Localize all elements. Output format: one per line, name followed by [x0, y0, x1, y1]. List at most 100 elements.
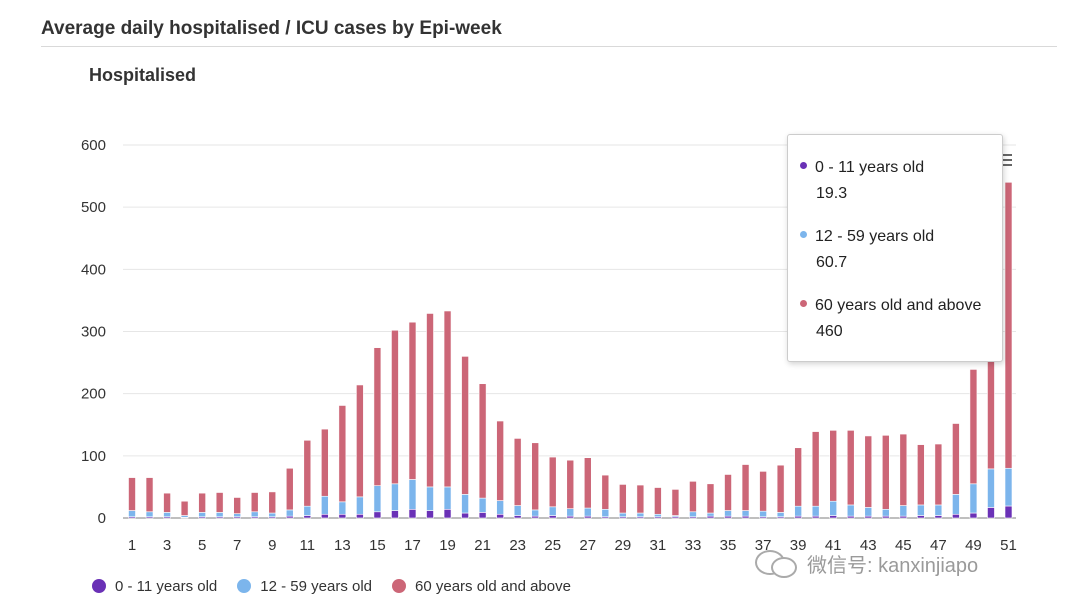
bar-segment[interactable] — [917, 504, 925, 516]
bar-segment[interactable] — [794, 505, 802, 517]
bar-segment[interactable] — [233, 497, 241, 514]
bar-segment[interactable] — [899, 505, 908, 517]
bar-segment[interactable] — [128, 510, 136, 518]
bar-segment[interactable] — [864, 507, 873, 517]
bar-segment[interactable] — [987, 468, 995, 508]
legend-item-12-59[interactable]: 12 - 59 years old — [237, 578, 372, 595]
bar-segment[interactable] — [391, 329, 399, 485]
bar-segment[interactable] — [969, 369, 978, 485]
bar-segment[interactable] — [285, 509, 294, 517]
bar-segment[interactable] — [934, 504, 943, 516]
bar-segment[interactable] — [706, 512, 715, 517]
bar-segment[interactable] — [934, 515, 943, 519]
bar-segment[interactable] — [268, 512, 277, 518]
bar-segment[interactable] — [373, 485, 382, 513]
bar-segment[interactable] — [163, 512, 171, 518]
legend-item-60-plus[interactable]: 60 years old and above — [392, 578, 571, 595]
bar-segment[interactable] — [373, 511, 382, 519]
bar-segment[interactable] — [303, 505, 312, 516]
bar-segment[interactable] — [338, 501, 347, 515]
bar-segment[interactable] — [654, 513, 662, 518]
bar-segment[interactable] — [566, 459, 575, 509]
bar-segment[interactable] — [303, 439, 312, 507]
bar-segment[interactable] — [145, 511, 154, 518]
bar-segment[interactable] — [829, 500, 838, 516]
bar-segment[interactable] — [654, 487, 662, 515]
bar-segment[interactable] — [356, 513, 364, 519]
bar-segment[interactable] — [548, 506, 557, 516]
bar-segment[interactable] — [426, 313, 434, 488]
bar-segment[interactable] — [478, 512, 487, 519]
bar-segment[interactable] — [601, 508, 610, 518]
bar-segment[interactable] — [776, 464, 785, 513]
bar-segment[interactable] — [881, 508, 890, 517]
bar-segment[interactable] — [917, 444, 925, 506]
bar-segment[interactable] — [443, 310, 452, 488]
bar-segment[interactable] — [846, 430, 855, 506]
bar-segment[interactable] — [513, 438, 522, 506]
bar-segment[interactable] — [513, 515, 522, 519]
bar-segment[interactable] — [461, 494, 469, 514]
bar-segment[interactable] — [987, 507, 995, 519]
bar-segment[interactable] — [724, 510, 732, 517]
bar-segment[interactable] — [373, 347, 382, 486]
bar-segment[interactable] — [321, 495, 329, 515]
bar-segment[interactable] — [180, 500, 189, 516]
bar-segment[interactable] — [1004, 467, 1013, 507]
bar-segment[interactable] — [391, 483, 399, 511]
bar-segment[interactable] — [636, 512, 645, 518]
bar-segment[interactable] — [356, 496, 364, 515]
bar-segment[interactable] — [478, 383, 487, 499]
bar-segment[interactable] — [478, 497, 487, 513]
bar-segment[interactable] — [689, 481, 697, 513]
bar-segment[interactable] — [969, 483, 978, 514]
bar-segment[interactable] — [513, 505, 522, 516]
bar-segment[interactable] — [496, 513, 504, 519]
hamburger-menu-icon[interactable] — [996, 154, 1012, 168]
bar-segment[interactable] — [741, 510, 750, 517]
bar-segment[interactable] — [548, 456, 557, 508]
bar-segment[interactable] — [934, 443, 943, 506]
bar-segment[interactable] — [443, 486, 452, 510]
bar-segment[interactable] — [408, 321, 417, 480]
bar-segment[interactable] — [461, 356, 469, 495]
bar-segment[interactable] — [303, 515, 312, 519]
bar-segment[interactable] — [724, 474, 732, 511]
bar-segment[interactable] — [285, 467, 294, 511]
bar-segment[interactable] — [583, 507, 592, 517]
bar-segment[interactable] — [601, 474, 610, 510]
bar-segment[interactable] — [759, 471, 767, 512]
bar-segment[interactable] — [811, 505, 820, 517]
bar-segment[interactable] — [321, 428, 329, 497]
bar-segment[interactable] — [811, 431, 820, 507]
bar-segment[interactable] — [408, 479, 417, 510]
bar-segment[interactable] — [1004, 505, 1013, 519]
bar-segment[interactable] — [391, 510, 399, 519]
bar-segment[interactable] — [531, 509, 539, 517]
bar-segment[interactable] — [198, 492, 206, 513]
bar-segment[interactable] — [706, 483, 715, 514]
bar-segment[interactable] — [829, 515, 838, 519]
bar-segment[interactable] — [881, 435, 890, 510]
bar-segment[interactable] — [426, 486, 434, 511]
bar-segment[interactable] — [829, 430, 838, 502]
bar-segment[interactable] — [443, 508, 452, 519]
bar-segment[interactable] — [250, 492, 259, 513]
bar-segment[interactable] — [619, 484, 627, 514]
bar-segment[interactable] — [794, 447, 802, 507]
bar-segment[interactable] — [461, 512, 469, 519]
bar-segment[interactable] — [917, 515, 925, 519]
bar-segment[interactable] — [408, 508, 417, 519]
bar-segment[interactable] — [338, 405, 347, 503]
bar-segment[interactable] — [215, 492, 224, 513]
bar-segment[interactable] — [952, 494, 960, 515]
bar-segment[interactable] — [899, 433, 908, 506]
bar-segment[interactable] — [250, 511, 259, 518]
bar-segment[interactable] — [864, 435, 873, 508]
bar-segment[interactable] — [496, 500, 504, 515]
bar-segment[interactable] — [198, 512, 206, 518]
bar-segment[interactable] — [583, 457, 592, 509]
bar-segment[interactable] — [128, 477, 136, 511]
legend-item-0-11[interactable]: 0 - 11 years old — [92, 578, 217, 595]
bar-segment[interactable] — [426, 510, 434, 519]
